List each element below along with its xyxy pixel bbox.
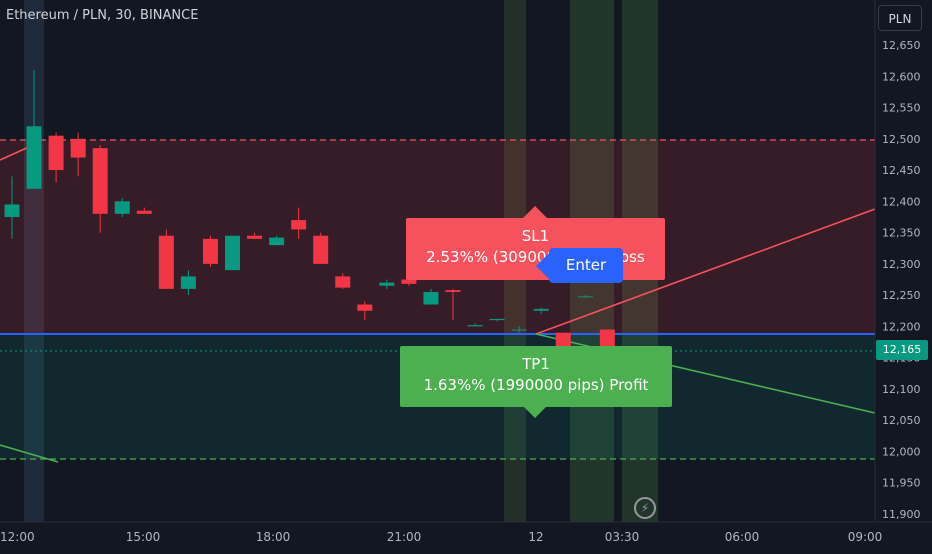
time-label: 15:00 (126, 530, 161, 544)
candle-body (180, 276, 196, 289)
enter-badge-pointer (536, 252, 550, 280)
candle-body (136, 210, 152, 214)
candle-body (291, 220, 307, 230)
price-label: 11,900 (882, 508, 921, 521)
tp-detail: 1.63%% (1990000 pips) Profit (423, 376, 649, 394)
candle-body (599, 329, 615, 349)
tp-title: TP1 (522, 355, 550, 373)
price-label: 12,450 (882, 164, 921, 177)
candle-body (158, 235, 174, 289)
price-label: 12,350 (882, 227, 921, 240)
symbol-title: Ethereum / PLN, 30, BINANCE (6, 8, 199, 23)
price-label: 12,600 (882, 70, 921, 83)
candles-group (4, 70, 615, 377)
current-price-tag: 12,165 (876, 340, 928, 360)
time-label: 12:00 (0, 530, 35, 544)
time-label: 06:00 (725, 530, 760, 544)
price-label: 12,250 (882, 289, 921, 302)
price-label: 12,650 (882, 39, 921, 52)
candle-body (48, 135, 64, 171)
price-label: 12,100 (882, 383, 921, 396)
candle-body (401, 279, 417, 284)
sl-badge-pointer (523, 206, 547, 218)
time-label: 21:00 (387, 530, 422, 544)
candle-body (225, 235, 240, 271)
time-axis-labels: 12:00 15:00 18:00 21:00 12 03:30 06:00 09:00 (0, 530, 882, 544)
left-tp-trend-line[interactable] (0, 444, 59, 463)
price-label: 12,550 (882, 102, 921, 115)
candle-body (114, 201, 130, 214)
candle-body (467, 325, 483, 327)
candle-body (269, 237, 285, 246)
sl-trend-line[interactable] (535, 208, 876, 335)
currency-button[interactable]: PLN (878, 5, 922, 31)
time-label: 18:00 (256, 530, 291, 544)
candle-body (70, 138, 86, 158)
price-label: 11,950 (882, 477, 921, 490)
candle-body (445, 290, 461, 293)
candle-body (357, 304, 373, 311)
candle-body (202, 238, 218, 264)
candle-body (577, 296, 593, 298)
price-label: 12,050 (882, 414, 921, 427)
candle-body (313, 235, 329, 264)
time-label: 12 (528, 530, 543, 544)
candle-body (92, 148, 108, 214)
price-label: 12,000 (882, 445, 921, 458)
candle-body (26, 126, 42, 189)
price-label: 12,400 (882, 195, 921, 208)
candle-body (511, 329, 527, 331)
price-label: 12,200 (882, 320, 921, 333)
candle-body (489, 318, 505, 321)
candle-body (423, 292, 439, 305)
lightning-icon[interactable]: ⚡ (634, 497, 656, 519)
price-scale-bg (875, 0, 932, 550)
price-scale-labels: 12,650 12,600 12,550 12,500 12,450 12,400 12,3… (882, 39, 921, 521)
candle-body (335, 276, 351, 288)
enter-badge[interactable]: Enter (549, 248, 623, 283)
time-label: 09:00 (848, 530, 883, 544)
time-label: 03:30 (605, 530, 640, 544)
candle-body (379, 282, 395, 286)
time-axis-bg (0, 522, 875, 550)
price-label: 12,500 (882, 133, 921, 146)
sl-title: SL1 (521, 227, 550, 245)
candle-body (533, 308, 549, 311)
candle-body (247, 235, 263, 239)
price-label: 12,300 (882, 258, 921, 271)
take-profit-badge[interactable]: TP1 1.63%% (1990000 pips) Profit (400, 346, 672, 407)
candle-body (4, 204, 20, 217)
tp-badge-pointer (523, 406, 547, 418)
